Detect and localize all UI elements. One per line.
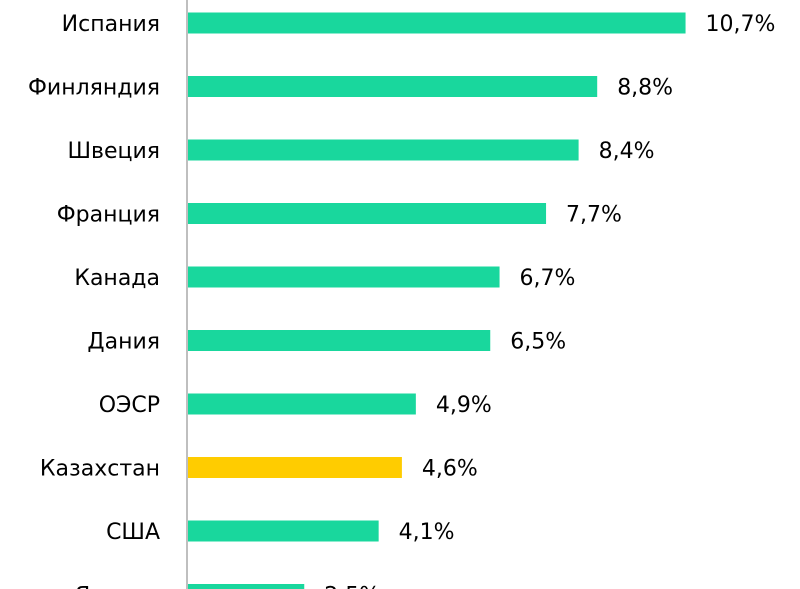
data-label: 6,5% [510,330,566,355]
data-label: 8,8% [617,76,673,101]
data-label: 6,7% [520,266,576,291]
category-label: Дания [87,330,160,355]
category-label: Финляндия [28,76,160,101]
data-label: 4,6% [422,457,478,482]
bar [188,393,416,415]
category-label: Казахстан [40,457,160,482]
data-label: 4,9% [436,393,492,418]
bar [188,457,402,478]
category-label: ОЭСР [99,393,160,418]
bar [188,139,579,161]
data-label: 4,1% [399,520,455,545]
category-label: Швеция [67,139,160,164]
category-label: Испания [62,12,160,37]
category-label: США [106,520,160,545]
data-label: 7,7% [566,203,622,228]
bar [188,12,686,34]
bar [188,584,305,589]
data-label: 8,4% [599,139,655,164]
bar [188,203,547,224]
category-label: Франция [57,203,160,228]
bar [188,76,598,97]
bar [188,266,500,288]
bar [188,520,379,542]
data-label: 2,5% [324,584,380,589]
category-label: Канада [74,266,160,291]
category-label: Япония [75,584,160,589]
bar [188,330,491,351]
data-label: 10,7% [706,12,776,37]
